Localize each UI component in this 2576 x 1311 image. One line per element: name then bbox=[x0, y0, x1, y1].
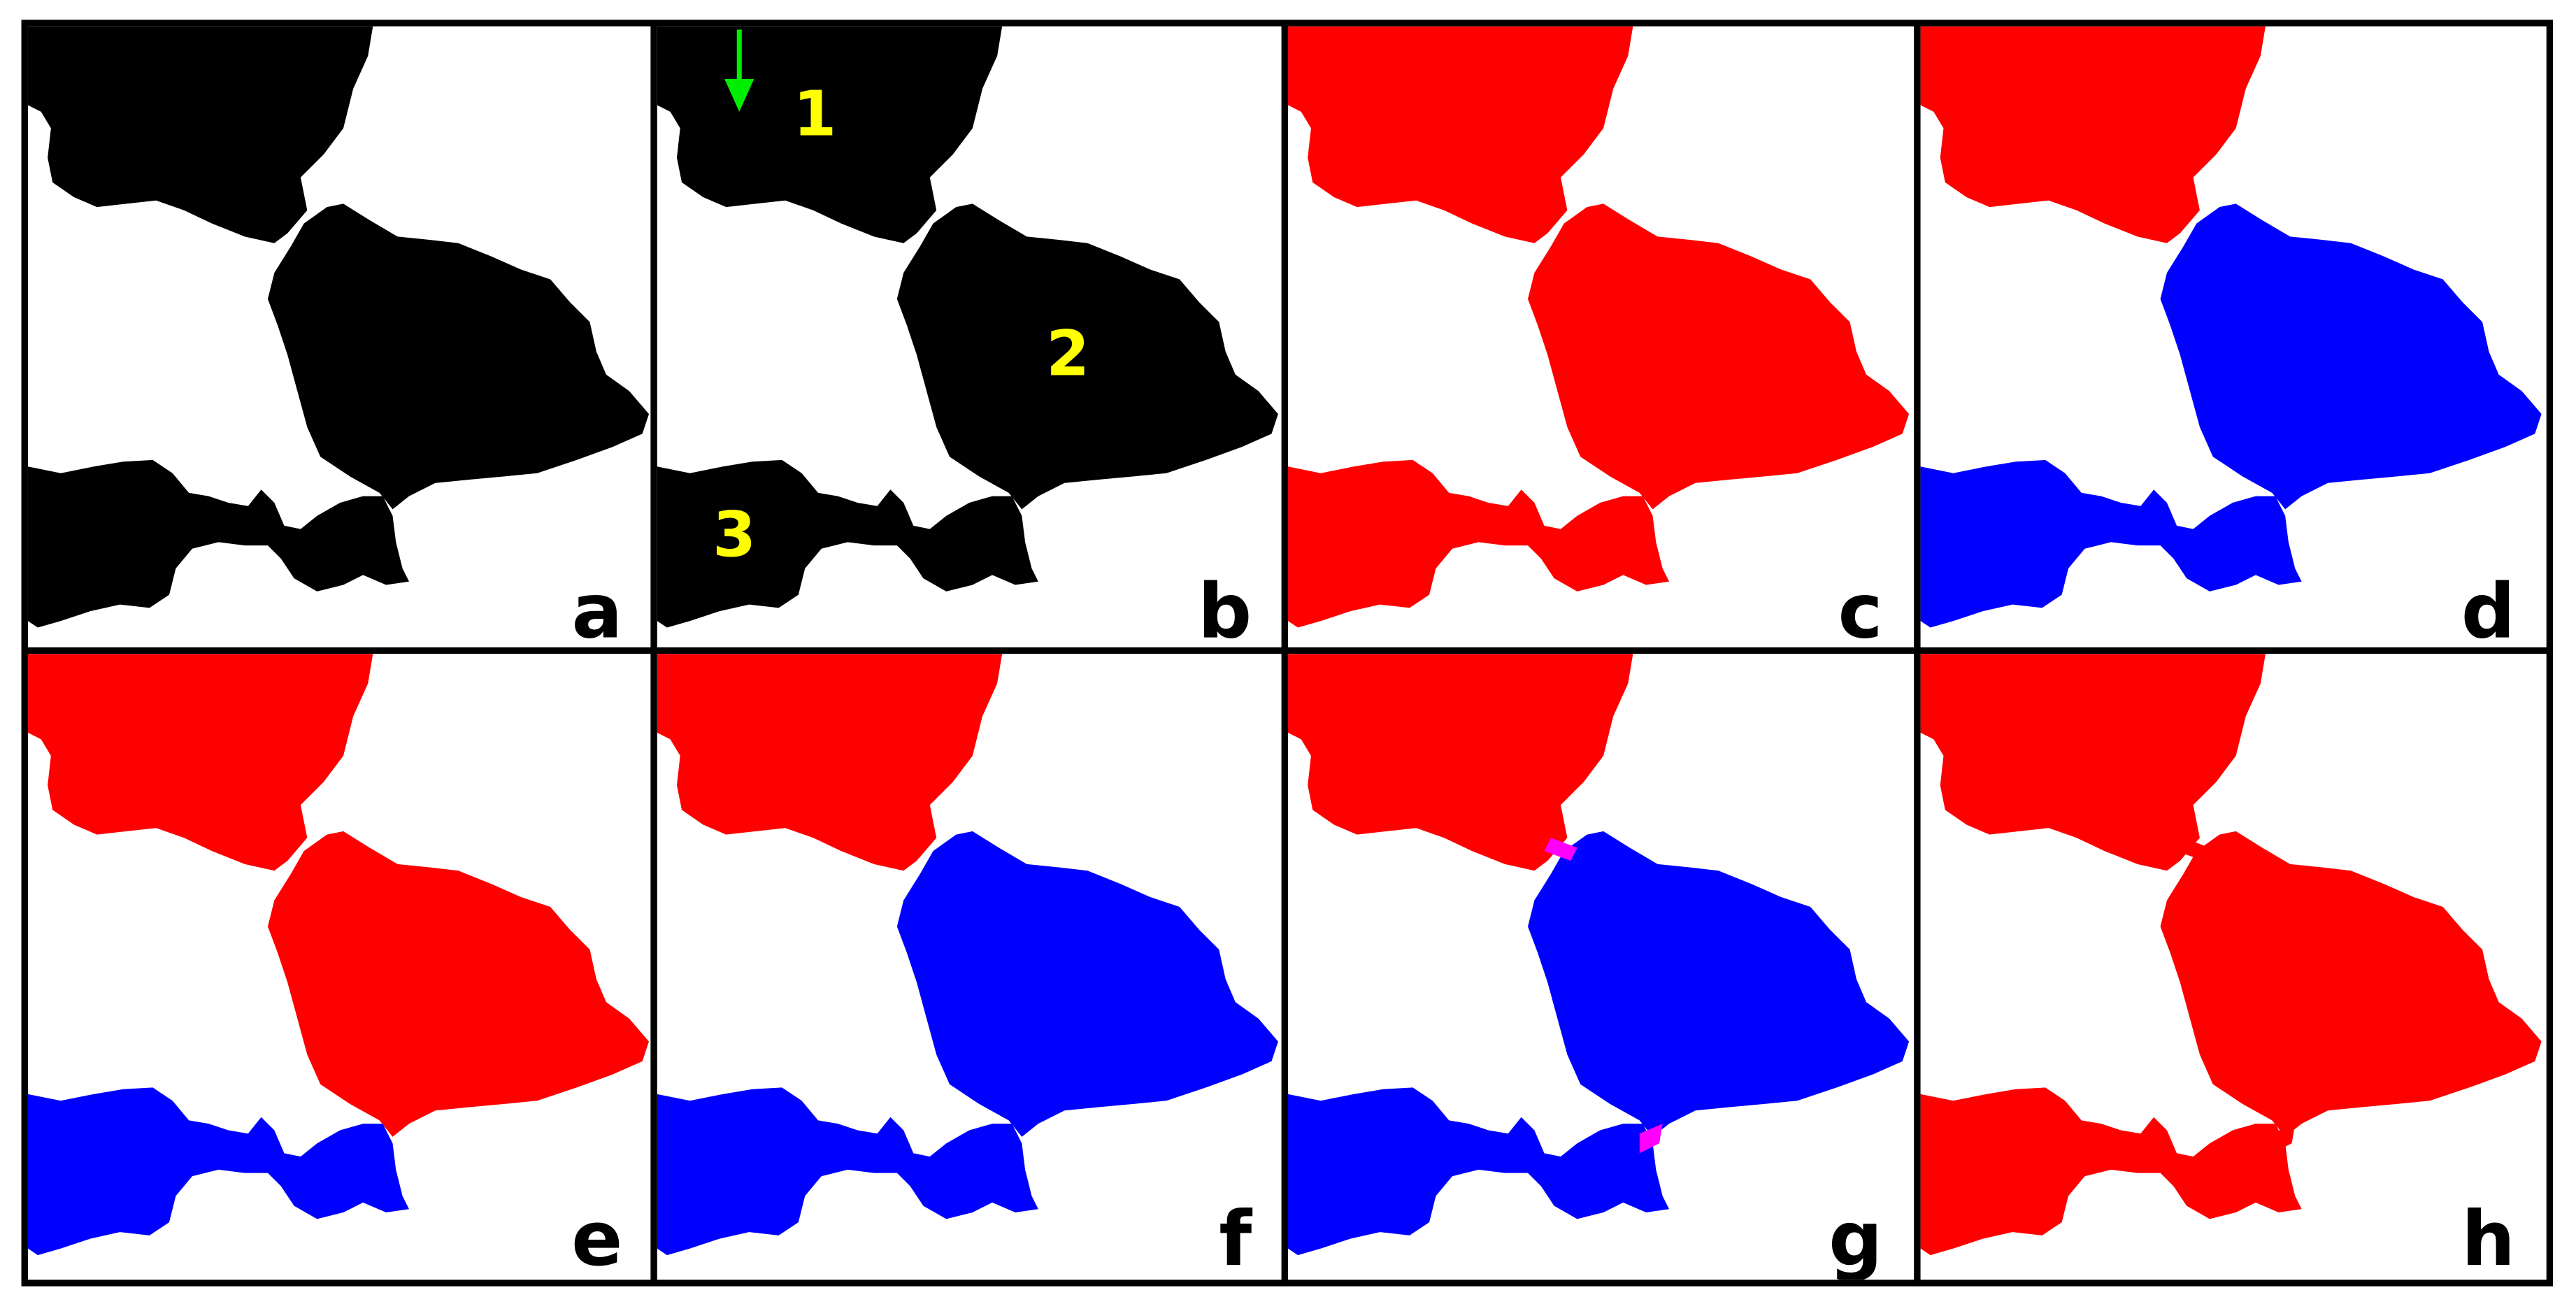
region-3 bbox=[1920, 459, 2302, 628]
panel-f: f bbox=[657, 654, 1278, 1283]
region-3 bbox=[1920, 1087, 2302, 1256]
region-2 bbox=[267, 831, 650, 1137]
region-1 bbox=[27, 26, 373, 243]
region-1 bbox=[1288, 654, 1633, 871]
panel-label: f bbox=[1219, 1196, 1252, 1283]
panel-a: a bbox=[27, 26, 650, 656]
region-3 bbox=[27, 1087, 410, 1256]
region-1 bbox=[1920, 26, 2266, 243]
panel-label: a bbox=[572, 568, 623, 656]
region-3 bbox=[657, 1087, 1038, 1256]
region-1 bbox=[27, 654, 373, 871]
panel-b: 1 2 3 b bbox=[657, 26, 1278, 656]
panel-g: g bbox=[1288, 654, 1910, 1283]
region-1 bbox=[657, 654, 1003, 871]
panel-label: g bbox=[1829, 1196, 1882, 1283]
panel-label: d bbox=[2461, 568, 2515, 656]
region-number: 3 bbox=[713, 499, 756, 571]
region-2 bbox=[1528, 203, 1910, 510]
panel-label: h bbox=[2461, 1196, 2515, 1283]
region-2 bbox=[1528, 831, 1910, 1137]
panel-label: b bbox=[1198, 568, 1252, 656]
region-3 bbox=[27, 459, 410, 628]
region-3 bbox=[1288, 459, 1670, 628]
frame bbox=[21, 20, 2554, 1287]
region-2 bbox=[2160, 831, 2542, 1137]
panel-h: h bbox=[1920, 654, 2542, 1283]
region-2 bbox=[896, 831, 1278, 1137]
arrow-head bbox=[724, 78, 754, 112]
region-2 bbox=[267, 203, 650, 510]
region-1 bbox=[1920, 654, 2266, 871]
panel-e: e bbox=[27, 654, 650, 1283]
panel-c: c bbox=[1288, 26, 1910, 656]
region-2 bbox=[2160, 203, 2542, 510]
region-3 bbox=[1288, 1087, 1670, 1256]
panel-label: c bbox=[1838, 568, 1882, 656]
region-number: 1 bbox=[793, 78, 836, 151]
region-number: 2 bbox=[1046, 318, 1089, 391]
panel-label: e bbox=[571, 1196, 622, 1283]
panel-d: d bbox=[1920, 26, 2542, 656]
region-1 bbox=[1288, 26, 1633, 243]
